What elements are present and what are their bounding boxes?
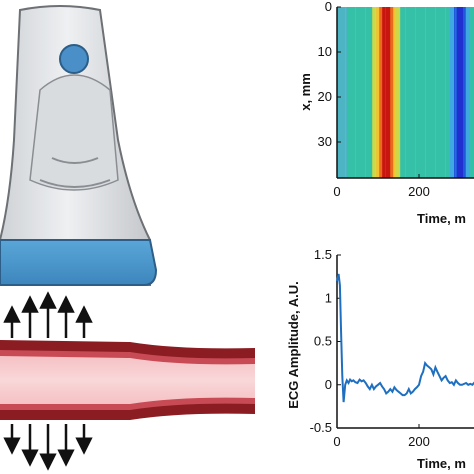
probe-button-icon (59, 44, 89, 74)
pulse-down-arrows-icon (3, 424, 93, 471)
heatmap-y-tick-label: 10 (318, 44, 332, 59)
ecg-x-tick-label: 0 (333, 434, 340, 449)
ecg-y-tick-label: 1.5 (314, 247, 332, 262)
ecg-y-tick-label: -0.5 (310, 420, 332, 435)
heatmap-texture-stripe (455, 7, 456, 178)
heatmap-texture-stripe (345, 7, 346, 178)
heatmap-texture-stripe (445, 7, 446, 178)
heatmap-texture-stripe (465, 7, 466, 178)
ecg-y-tick-label: 0.5 (314, 334, 332, 349)
probe-transducer-face-icon (0, 239, 158, 286)
heatmap-band-2-layer-2 (457, 7, 463, 178)
heatmap-texture-stripe (355, 7, 356, 178)
heatmap-texture-stripe (435, 7, 436, 178)
heatmap-x-tick-label: 200 (408, 184, 430, 199)
heatmap-y-tick-label: 0 (325, 0, 332, 14)
ecg-y-tick-label: 0 (325, 377, 332, 392)
heatmap-texture-stripe (405, 7, 406, 178)
heatmap-texture-stripe (425, 7, 426, 178)
heatmap-texture-stripe (385, 7, 386, 178)
heatmap-y-tick-label: 30 (318, 134, 332, 149)
blood-vessel-icon (0, 340, 255, 420)
ecg-y-tick-label: 1 (325, 290, 332, 305)
heatmap-y-tick-label: 20 (318, 89, 332, 104)
ecg-line-chart: 1.510.50-0.5 02004 ECG Amplitude, A.U. T… (286, 247, 474, 471)
ecg-series-line (336, 273, 474, 403)
heatmap-y-axis-label: x, mm (298, 73, 313, 111)
heatmap-x-tick-label: 0 (333, 184, 340, 199)
heatmap-band-0 (337, 7, 347, 178)
heatmap-texture-stripe (375, 7, 376, 178)
heatmap-x-axis-label: Time, m (417, 211, 466, 226)
heatmap-texture-stripe (415, 7, 416, 178)
heatmap-texture-stripe (365, 7, 366, 178)
heatmap-band-1-layer-3 (382, 7, 391, 178)
pulse-up-arrows-icon (3, 291, 93, 338)
ecg-x-axis-label: Time, m (417, 456, 466, 471)
ecg-x-tick-label: 200 (408, 434, 430, 449)
heatmap-texture-stripe (395, 7, 396, 178)
ecg-y-axis-label: ECG Amplitude, A.U. (286, 281, 301, 409)
ultrasound-probe-icon (0, 5, 158, 286)
